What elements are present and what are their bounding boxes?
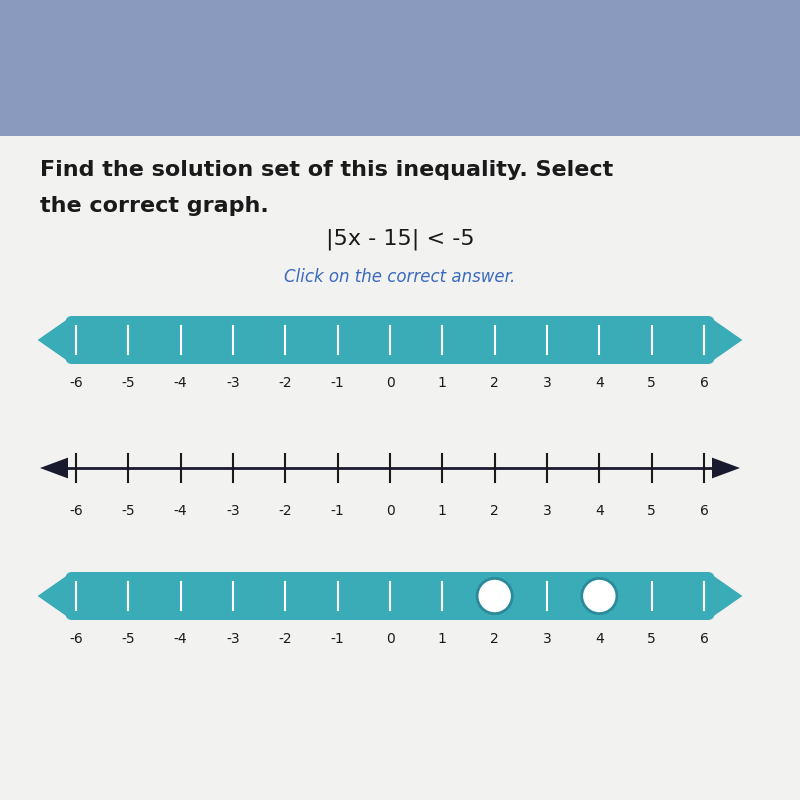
Text: 4: 4 (595, 504, 604, 518)
Text: 3: 3 (542, 376, 551, 390)
Polygon shape (708, 316, 742, 364)
Text: -5: -5 (122, 504, 135, 518)
Polygon shape (40, 458, 68, 478)
Text: 3: 3 (542, 504, 551, 518)
Text: 5: 5 (647, 632, 656, 646)
Text: -6: -6 (69, 632, 83, 646)
Text: 0: 0 (386, 504, 394, 518)
Text: 6: 6 (699, 376, 709, 390)
Text: 4: 4 (595, 632, 604, 646)
FancyBboxPatch shape (66, 316, 714, 364)
Text: Click on the correct answer.: Click on the correct answer. (284, 268, 516, 286)
Text: 6: 6 (699, 504, 709, 518)
Text: 2: 2 (490, 504, 499, 518)
Polygon shape (708, 572, 742, 620)
Text: 0: 0 (386, 376, 394, 390)
Text: -3: -3 (226, 632, 240, 646)
Circle shape (582, 578, 617, 614)
Text: -3: -3 (226, 504, 240, 518)
Polygon shape (38, 316, 72, 364)
Text: -2: -2 (278, 632, 292, 646)
Text: |5x - 15| < -5: |5x - 15| < -5 (326, 228, 474, 250)
Text: -5: -5 (122, 376, 135, 390)
FancyBboxPatch shape (0, 0, 800, 144)
Text: -4: -4 (174, 376, 187, 390)
Text: 6: 6 (699, 632, 709, 646)
Text: 1: 1 (438, 632, 446, 646)
Polygon shape (712, 458, 740, 478)
Text: 5: 5 (647, 504, 656, 518)
Text: -1: -1 (330, 504, 345, 518)
Text: Find the solution set of this inequality. Select: Find the solution set of this inequality… (40, 160, 614, 180)
Text: 5: 5 (647, 376, 656, 390)
Text: 2: 2 (490, 632, 499, 646)
Text: 2: 2 (490, 376, 499, 390)
Text: 3: 3 (542, 632, 551, 646)
Text: -2: -2 (278, 376, 292, 390)
Circle shape (477, 578, 512, 614)
Text: -6: -6 (69, 504, 83, 518)
Text: 4: 4 (595, 376, 604, 390)
Text: -3: -3 (226, 376, 240, 390)
Text: -2: -2 (278, 504, 292, 518)
FancyBboxPatch shape (0, 136, 800, 800)
Text: the correct graph.: the correct graph. (40, 196, 269, 216)
Text: -1: -1 (330, 632, 345, 646)
Text: -1: -1 (330, 376, 345, 390)
Text: -5: -5 (122, 632, 135, 646)
Text: -4: -4 (174, 504, 187, 518)
Text: -6: -6 (69, 376, 83, 390)
Text: 1: 1 (438, 376, 446, 390)
Text: 0: 0 (386, 632, 394, 646)
FancyBboxPatch shape (66, 572, 714, 620)
Text: -4: -4 (174, 632, 187, 646)
Text: 1: 1 (438, 504, 446, 518)
Polygon shape (38, 572, 72, 620)
